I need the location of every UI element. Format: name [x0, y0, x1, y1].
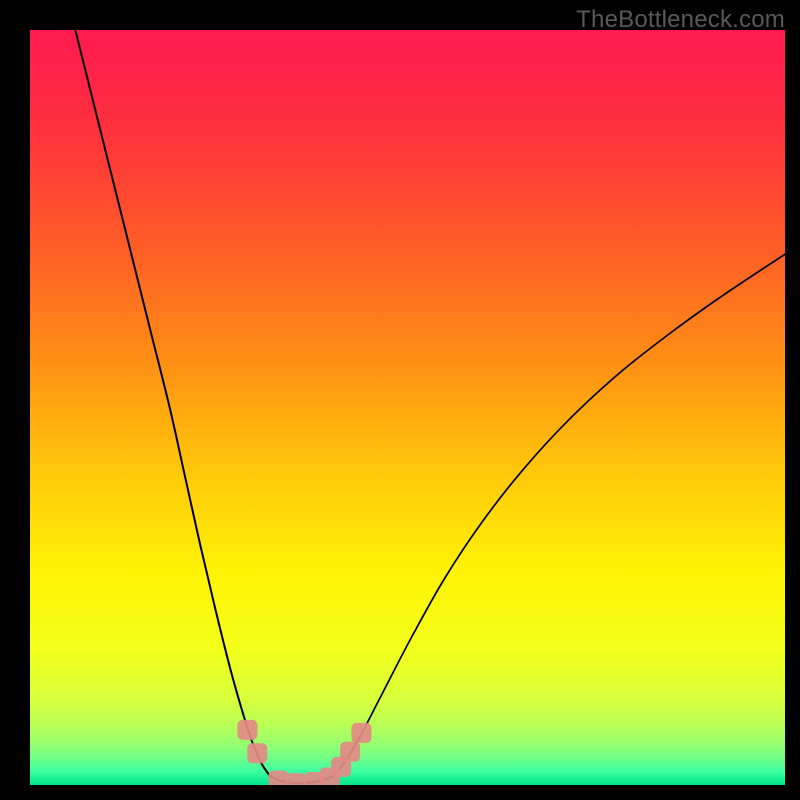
chart-frame: TheBottleneck.com — [0, 0, 800, 800]
plot-background — [30, 30, 785, 785]
marker-3 — [286, 773, 306, 785]
marker-8 — [351, 723, 371, 743]
marker-0 — [237, 720, 257, 740]
marker-1 — [247, 743, 267, 763]
marker-7 — [340, 742, 360, 762]
marker-2 — [268, 770, 288, 785]
plot-area — [30, 30, 785, 785]
chart-svg — [30, 30, 785, 785]
